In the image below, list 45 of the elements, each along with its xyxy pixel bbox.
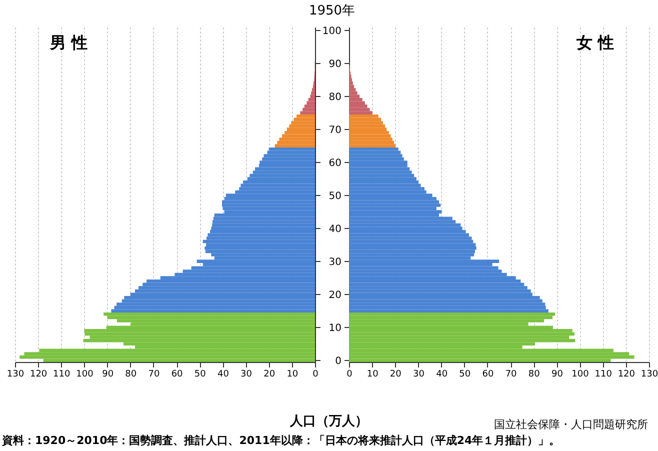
text: 国立社会保障・人口問題研究所 — [494, 417, 648, 432]
y-tick-label: 50 — [328, 190, 342, 202]
x-tick-label: 90 — [102, 370, 114, 380]
y-tick-label: 80 — [328, 92, 342, 103]
x-tick-label: 10 — [286, 370, 298, 380]
x-tick-label: 0 — [312, 370, 319, 380]
x-tick-label: 130 — [6, 370, 24, 380]
y-tick-label: 90 — [328, 58, 342, 70]
x-tick-label: 50 — [194, 370, 206, 380]
y-tick-label: 60 — [328, 158, 342, 169]
x-tick-label: 80 — [125, 370, 137, 380]
x-tick-label: 60 — [171, 370, 184, 380]
x-tick-label: 120 — [618, 370, 636, 380]
x-tick-label: 0 — [346, 370, 353, 380]
x-tick-label: 100 — [572, 370, 590, 380]
x-tick-label: 30 — [413, 370, 425, 380]
x-tick-label: 30 — [240, 370, 252, 380]
annotation: 男 性 — [49, 33, 88, 52]
x-tick-label: 90 — [551, 370, 564, 380]
x-tick-label: 120 — [30, 370, 48, 380]
x-tick-label: 60 — [482, 370, 494, 380]
y-tick-label: 30 — [328, 256, 342, 268]
chart-title: 1950年 — [308, 3, 356, 18]
x-tick-label: 70 — [505, 370, 518, 380]
x-tick-label: 40 — [217, 370, 230, 380]
x-tick-label: 80 — [528, 370, 540, 380]
y-tick-label: 10 — [328, 322, 342, 334]
x-tick-label: 70 — [148, 370, 160, 380]
x-tick-label: 10 — [366, 370, 379, 380]
y-tick-label: 100 — [322, 26, 342, 37]
x-tick-label: 130 — [640, 370, 658, 380]
x-tick-label: 100 — [76, 370, 94, 380]
y-tick-label: 20 — [328, 290, 342, 301]
text: 資料：1920～2010年：国勢調査、推計人口、2011年以降：「日本の将来推計人口（平成24年１月推計）」。 — [2, 433, 560, 448]
x-tick-label: 110 — [53, 370, 71, 380]
x-axis-title: 人口（万人） — [290, 414, 368, 429]
x-tick-label: 110 — [594, 370, 612, 380]
y-tick-label: 40 — [328, 224, 342, 235]
x-tick-label: 40 — [436, 370, 448, 380]
x-tick-label: 20 — [264, 370, 276, 380]
annotation: 女 性 — [575, 33, 614, 52]
x-tick-label: 50 — [459, 370, 471, 380]
y-tick-label: 70 — [328, 124, 342, 136]
x-tick-label: 20 — [390, 370, 402, 380]
y-tick-label: 0 — [335, 356, 342, 367]
